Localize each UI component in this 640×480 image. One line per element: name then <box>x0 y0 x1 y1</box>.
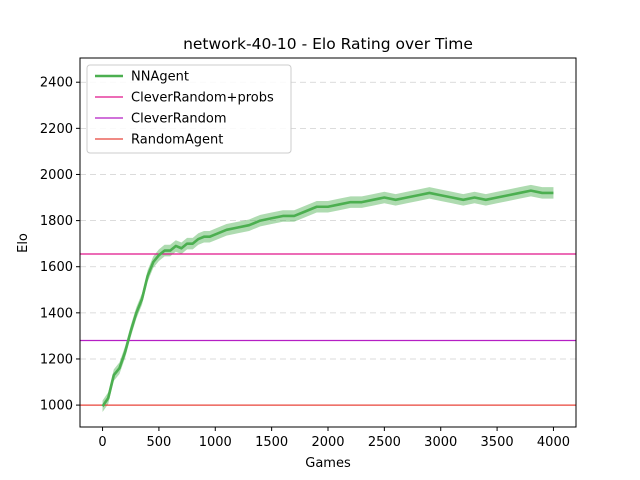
x-tick-label: 2000 <box>311 435 344 450</box>
x-tick-label: 1000 <box>199 435 232 450</box>
y-tick-label: 1400 <box>40 306 73 321</box>
y-tick-label: 2000 <box>40 168 73 183</box>
legend-label: NNAgent <box>131 70 189 85</box>
legend: NNAgent CleverRandom+probs CleverRandom Ran… <box>86 64 292 154</box>
y-tick-label: 1200 <box>40 352 73 367</box>
x-tick-label: 0 <box>98 435 106 450</box>
confidence-band-layer <box>102 184 554 413</box>
nnagent-line <box>101 189 554 407</box>
y-tick-label: 2200 <box>40 122 73 137</box>
x-tick-label: 1500 <box>255 435 288 450</box>
legend-label: CleverRandom <box>131 112 227 127</box>
y-tick-label: 2400 <box>40 76 73 91</box>
nnagent-line-layer <box>101 189 554 407</box>
x-tick-label: 2500 <box>368 435 401 450</box>
legend-label: RandomAgent <box>131 133 223 148</box>
y-tick-label: 1600 <box>40 260 73 275</box>
reference-lines-layer <box>80 253 576 406</box>
chart-title: network-40-10 - Elo Rating over Time <box>183 35 473 53</box>
y-tick-label: 1000 <box>40 399 73 414</box>
legend-box <box>86 64 292 154</box>
y-tick-label: 1800 <box>40 214 73 229</box>
x-tick-label: 3500 <box>481 435 514 450</box>
y-axis-label: Elo <box>16 233 31 253</box>
x-tick-label: 3000 <box>424 435 457 450</box>
x-axis-ticks: 0 500 1000 1500 2000 2500 3000 3500 4000 <box>98 427 570 450</box>
x-tick-label: 500 <box>146 435 171 450</box>
y-axis-ticks: 1000 1200 1400 1600 1800 2000 2200 2400 <box>40 76 80 414</box>
legend-label: CleverRandom+probs <box>131 91 274 106</box>
x-tick-label: 4000 <box>537 435 570 450</box>
nnagent-confidence-band <box>102 184 554 413</box>
x-axis-label: Games <box>305 456 351 471</box>
